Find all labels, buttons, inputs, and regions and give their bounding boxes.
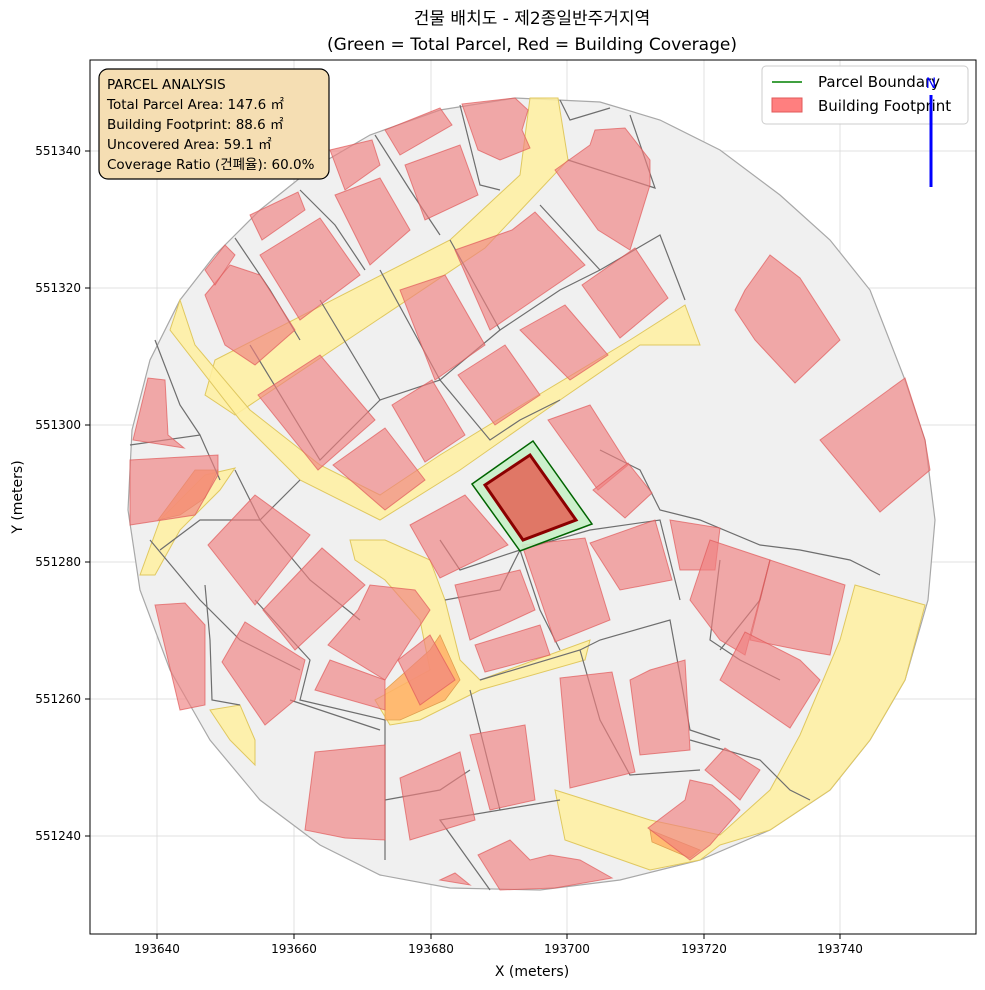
y-tick-label: 551260 bbox=[35, 692, 81, 706]
info-uncovered: Uncovered Area: 59.1 ㎡ bbox=[107, 137, 272, 153]
legend-building-swatch bbox=[771, 97, 803, 113]
info-box-background bbox=[98, 68, 330, 180]
x-axis-label: X (meters) bbox=[495, 964, 569, 980]
y-tick-label: 551280 bbox=[35, 555, 81, 569]
parcel-analysis-box: PARCEL ANALYSIS Total Parcel Area: 147.6… bbox=[98, 68, 330, 180]
legend: Parcel Boundary Building Footprint bbox=[761, 65, 969, 125]
target-building-footprint[interactable] bbox=[482, 452, 579, 542]
plot-area: PARCEL ANALYSIS Total Parcel Area: 147.6… bbox=[89, 59, 977, 935]
x-tick-label: 193700 bbox=[544, 942, 590, 956]
north-arrow-label: N bbox=[926, 76, 936, 92]
map-title-line2: (Green = Total Parcel, Red = Building Co… bbox=[327, 35, 737, 55]
info-footprint: Building Footprint: 88.6 ㎡ bbox=[107, 117, 284, 133]
x-tick-label: 193660 bbox=[271, 942, 317, 956]
y-tick-label: 551340 bbox=[35, 144, 81, 158]
north-arrow: N bbox=[926, 76, 936, 187]
info-heading: PARCEL ANALYSIS bbox=[107, 77, 226, 93]
road-southwest bbox=[209, 704, 256, 767]
y-tick-label: 551240 bbox=[35, 829, 81, 843]
x-tick-label: 193680 bbox=[408, 942, 454, 956]
x-tick-label: 193720 bbox=[681, 942, 727, 956]
plot-frame bbox=[89, 59, 977, 935]
legend-parcel-label: Parcel Boundary bbox=[818, 73, 940, 91]
x-tick-label: 193740 bbox=[817, 942, 863, 956]
info-coverage: Coverage Ratio (건폐율): 60.0% bbox=[107, 157, 315, 173]
context-buildings bbox=[129, 97, 931, 891]
x-tick-label: 193640 bbox=[134, 942, 180, 956]
y-tick-label: 551300 bbox=[35, 418, 81, 432]
y-axis: 551340 551320 551300 551280 551260 55124… bbox=[10, 144, 90, 843]
road-northeast bbox=[204, 97, 569, 416]
map-title-line1: 건물 배치도 - 제2종일반주거지역 bbox=[414, 9, 650, 29]
info-parcel-area: Total Parcel Area: 147.6 ㎡ bbox=[106, 97, 284, 113]
x-axis: 193640 193660 193680 193700 193720 19374… bbox=[134, 934, 863, 980]
road-southeast bbox=[554, 584, 926, 871]
legend-frame bbox=[761, 65, 969, 125]
legend-building-label: Building Footprint bbox=[818, 97, 951, 115]
y-axis-label: Y (meters) bbox=[10, 460, 26, 534]
y-tick-label: 551320 bbox=[35, 281, 81, 295]
target-parcel-group[interactable] bbox=[470, 439, 594, 552]
